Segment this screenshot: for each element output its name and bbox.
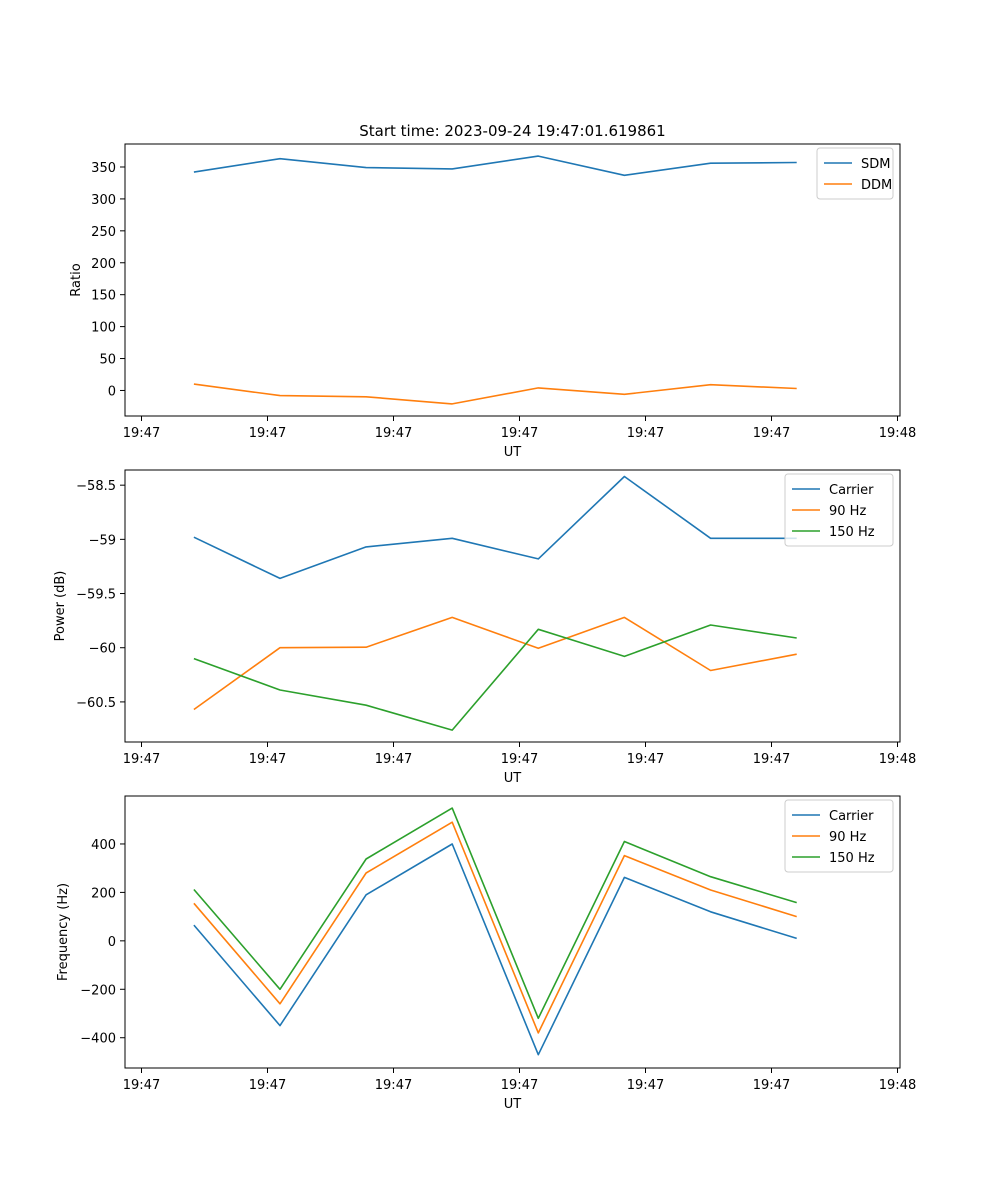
x-tick-label: 19:47 xyxy=(123,426,160,441)
legend-label: 150 Hz xyxy=(829,525,875,540)
x-tick-label: 19:47 xyxy=(375,752,412,767)
y-tick-label: −200 xyxy=(80,983,116,998)
series-line-carrier xyxy=(193,843,797,1056)
x-tick-label: 19:47 xyxy=(501,426,538,441)
y-tick-label: 400 xyxy=(91,838,116,853)
axes-frame xyxy=(124,795,901,1069)
x-tick-label: 19:47 xyxy=(249,752,286,767)
series-line-ddm xyxy=(193,383,797,405)
chart-title: Start time: 2023-09-24 19:47:01.619861 xyxy=(359,122,665,140)
legend-label: Carrier xyxy=(829,483,874,498)
x-axis-label: UT xyxy=(504,771,522,786)
y-axis-label: Power (dB) xyxy=(53,571,68,642)
series-line-90-hz xyxy=(193,821,797,1034)
x-tick-label: 19:47 xyxy=(249,1078,286,1093)
y-tick-label: −60.5 xyxy=(76,696,116,711)
y-tick-label: 250 xyxy=(91,225,116,240)
x-tick-label: 19:47 xyxy=(627,1078,664,1093)
x-tick-label: 19:47 xyxy=(375,1078,412,1093)
x-tick-label: 19:47 xyxy=(627,426,664,441)
y-tick-label: 350 xyxy=(91,161,116,176)
x-axis-label: UT xyxy=(504,1097,522,1112)
legend-label: 90 Hz xyxy=(829,830,866,845)
y-tick-label: 300 xyxy=(91,193,116,208)
axes-frame xyxy=(124,143,901,417)
series-line-150-hz xyxy=(193,624,797,731)
ratio-panel: Start time: 2023-09-24 19:47:01.619861 R… xyxy=(69,122,916,460)
legend-box xyxy=(816,147,894,200)
x-axis-label: UT xyxy=(504,445,522,460)
axes-frame xyxy=(124,469,901,743)
y-axis-label: Ratio xyxy=(69,263,84,296)
x-tick-label: 19:47 xyxy=(501,1078,538,1093)
x-tick-label: 19:47 xyxy=(753,1078,790,1093)
x-tick-label: 19:47 xyxy=(249,426,286,441)
y-tick-label: −59.5 xyxy=(76,588,116,603)
y-tick-label: −60 xyxy=(89,642,116,657)
y-tick-label: 200 xyxy=(91,886,116,901)
x-tick-label: 19:47 xyxy=(123,1078,160,1093)
y-tick-label: 200 xyxy=(91,257,116,272)
y-tick-label: 0 xyxy=(108,384,116,399)
legend-label: SDM xyxy=(861,157,890,172)
x-tick-label: 19:47 xyxy=(123,752,160,767)
power-panel: Power (dB) UT 19:47 19:47 19:47 19:47 19:47 1… xyxy=(53,469,916,786)
x-tick-label: 19:48 xyxy=(879,426,916,441)
frequency-panel: Frequency (Hz) UT 19:47 19:47 19:47 19:47 19… xyxy=(56,795,916,1112)
series-line-sdm xyxy=(193,155,797,177)
x-tick-label: 19:48 xyxy=(879,752,916,767)
x-tick-label: 19:48 xyxy=(879,1078,916,1093)
y-tick-label: 100 xyxy=(91,321,116,336)
legend-box xyxy=(784,473,894,547)
x-tick-label: 19:47 xyxy=(627,752,664,767)
x-tick-label: 19:47 xyxy=(753,752,790,767)
legend-label: 150 Hz xyxy=(829,851,875,866)
y-tick-label: −59 xyxy=(89,533,116,548)
series-line-carrier xyxy=(193,475,797,580)
y-axis-label: Frequency (Hz) xyxy=(56,883,71,981)
y-tick-label: 50 xyxy=(99,353,116,368)
x-tick-label: 19:47 xyxy=(753,426,790,441)
y-tick-label: 0 xyxy=(108,935,116,950)
legend-label: 90 Hz xyxy=(829,504,866,519)
y-tick-label: −58.5 xyxy=(76,479,116,494)
series-line-150-hz xyxy=(193,807,797,1020)
series-line-90-hz xyxy=(193,616,797,711)
legend-label: DDM xyxy=(861,178,892,193)
legend-box xyxy=(784,799,894,873)
legend-label: Carrier xyxy=(829,809,874,824)
y-tick-label: −400 xyxy=(80,1032,116,1047)
x-tick-label: 19:47 xyxy=(501,752,538,767)
x-tick-label: 19:47 xyxy=(375,426,412,441)
y-tick-label: 150 xyxy=(91,289,116,304)
